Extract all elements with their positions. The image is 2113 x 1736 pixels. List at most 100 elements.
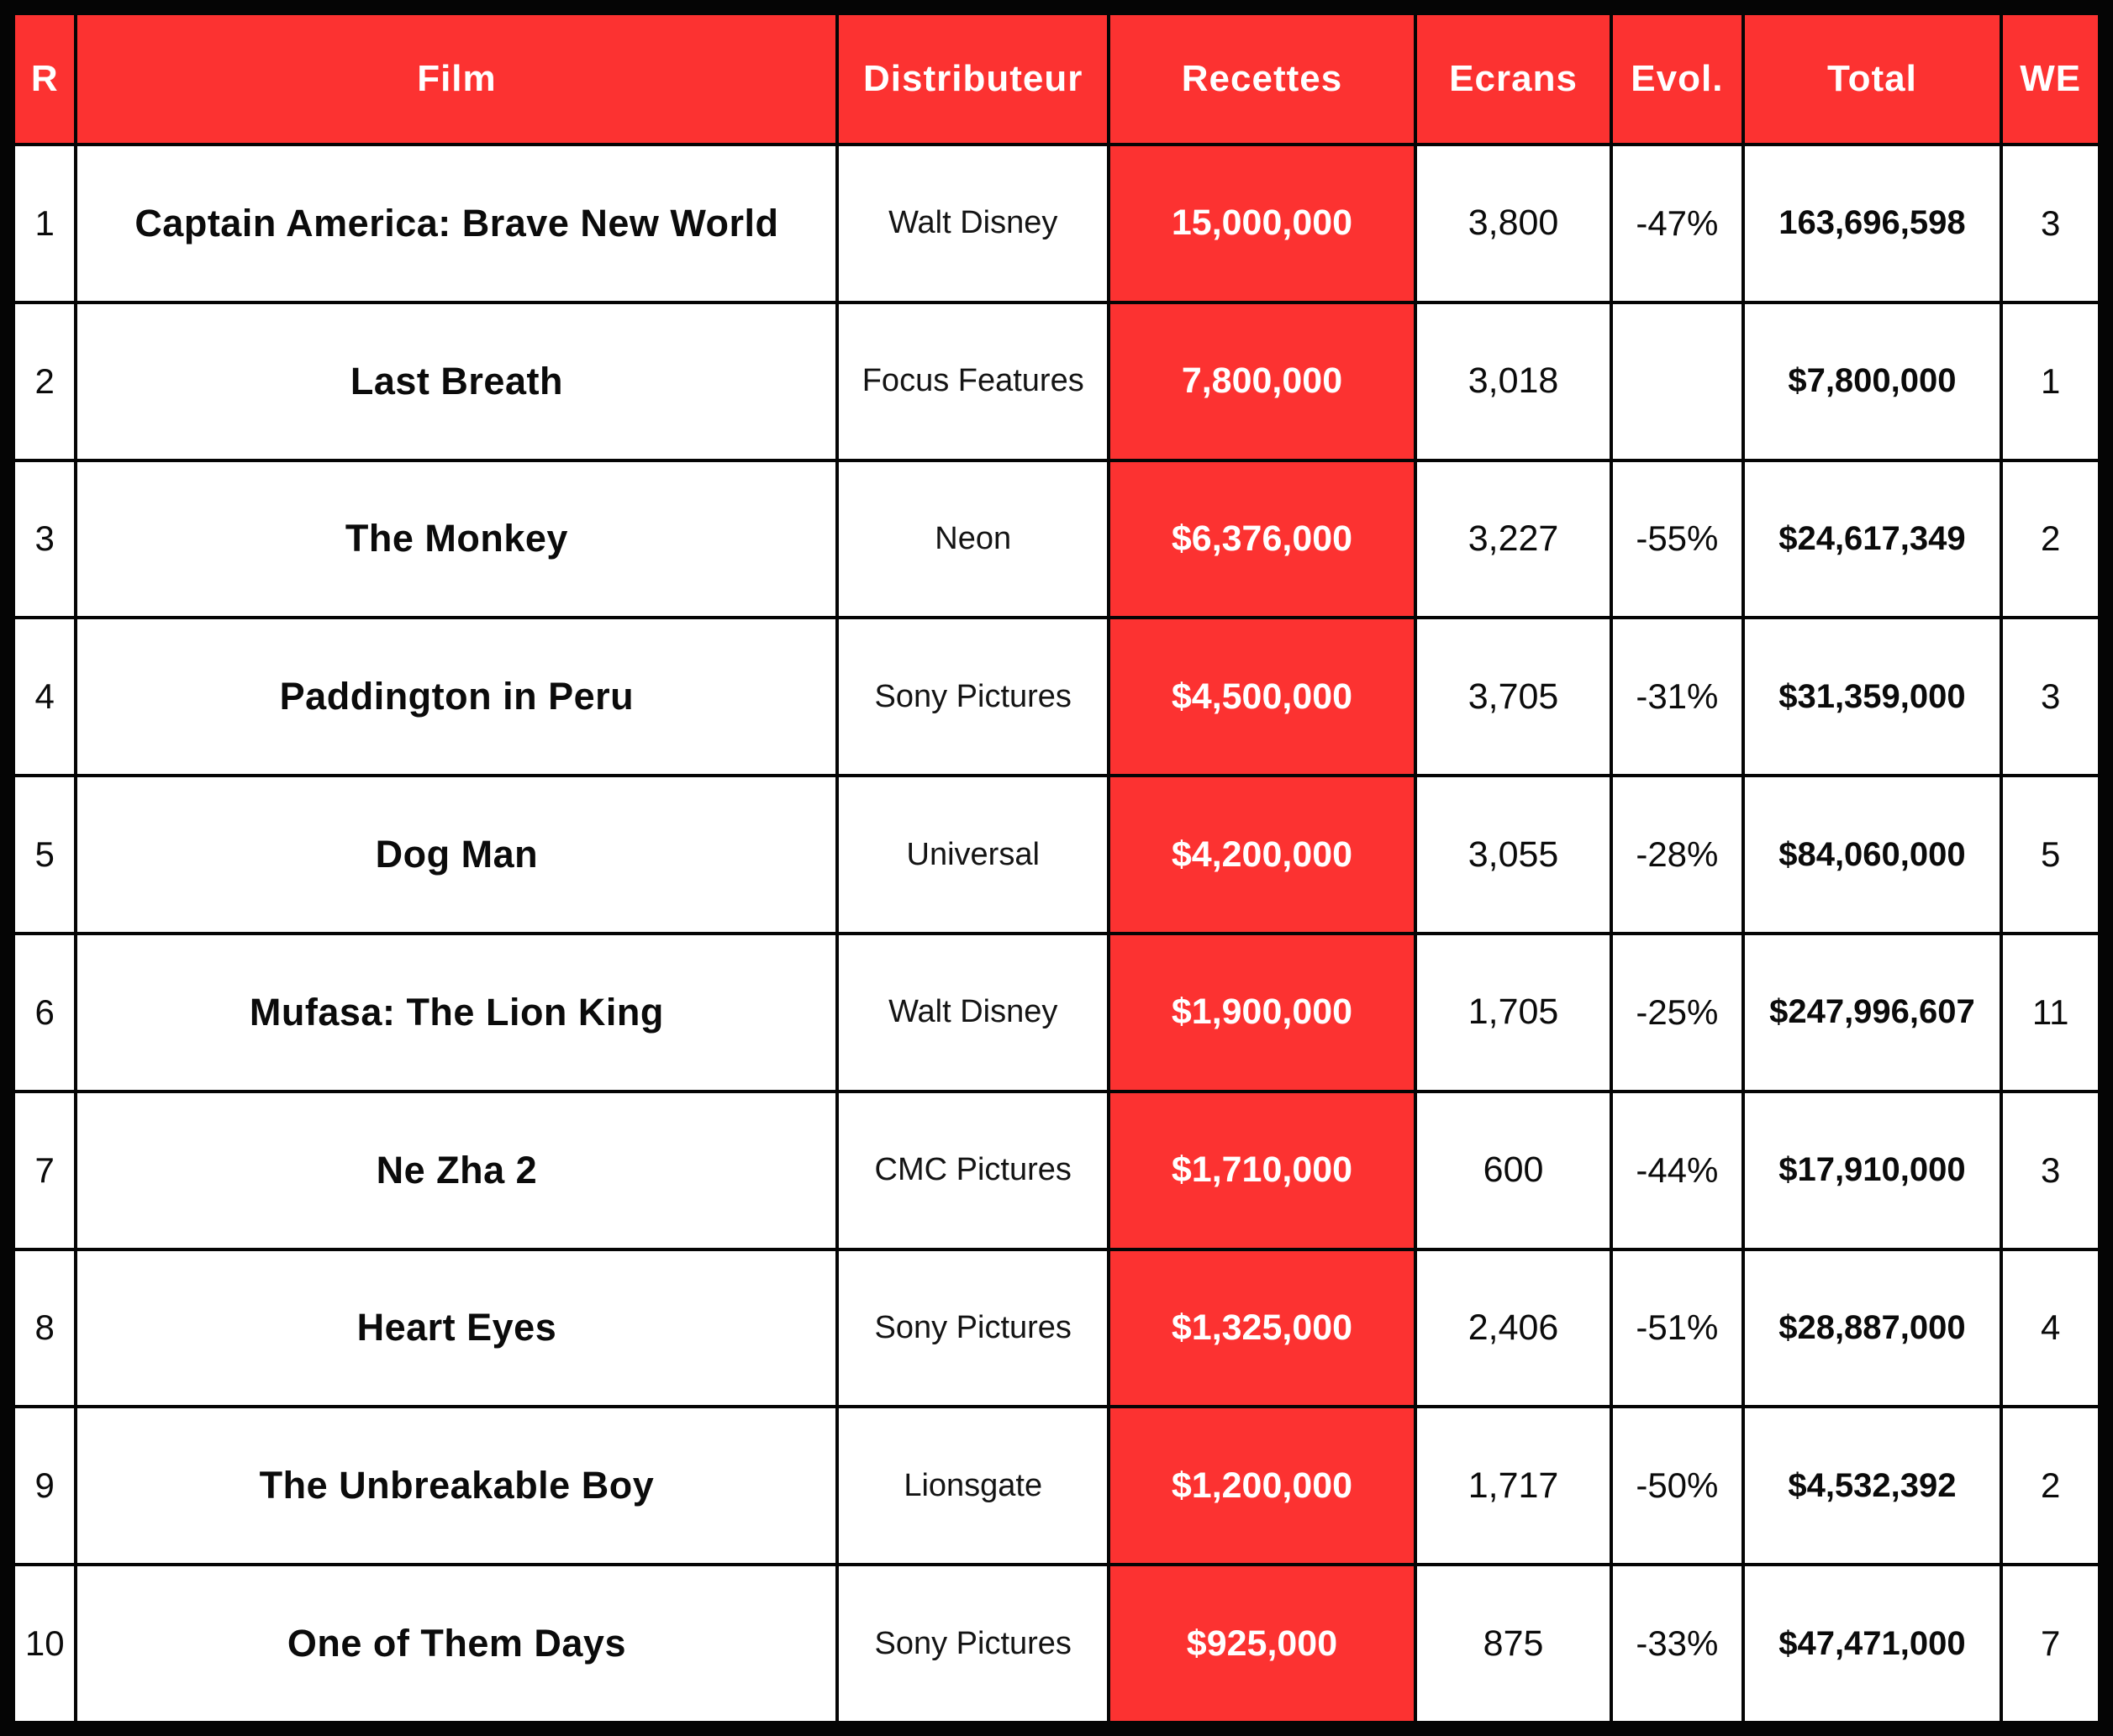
we-cell: 3 bbox=[2000, 616, 2101, 778]
film-cell: Mufasa: The Lion King bbox=[74, 931, 840, 1093]
rank-cell: 10 bbox=[11, 1563, 78, 1724]
distributor-cell: Walt Disney bbox=[835, 931, 1111, 1093]
we-cell: 3 bbox=[2000, 1089, 2101, 1251]
evol-cell: -55% bbox=[1610, 458, 1745, 620]
film-cell: Heart Eyes bbox=[74, 1247, 840, 1409]
recettes-cell: 7,800,000 bbox=[1107, 300, 1417, 462]
evol-cell: -47% bbox=[1610, 143, 1745, 304]
recettes-cell: $1,200,000 bbox=[1107, 1405, 1417, 1567]
box-office-table: R Film Distributeur Recettes Ecrans Evol… bbox=[11, 12, 2101, 1724]
we-cell: 3 bbox=[2000, 143, 2101, 304]
header-evol: Evol. bbox=[1610, 12, 1745, 146]
we-cell: 5 bbox=[2000, 774, 2101, 935]
film-cell: Captain America: Brave New World bbox=[74, 143, 840, 304]
we-cell: 4 bbox=[2000, 1247, 2101, 1409]
header-rank: R bbox=[11, 12, 78, 146]
evol-cell: -51% bbox=[1610, 1247, 1745, 1409]
we-cell: 2 bbox=[2000, 1405, 2101, 1567]
table-row: 8 Heart Eyes Sony Pictures $1,325,000 2,… bbox=[11, 1247, 2101, 1409]
header-we: WE bbox=[2000, 12, 2101, 146]
header-recettes: Recettes bbox=[1107, 12, 1417, 146]
table-row: 3 The Monkey Neon $6,376,000 3,227 -55% … bbox=[11, 458, 2101, 620]
film-cell: Last Breath bbox=[74, 300, 840, 462]
distributor-cell: Sony Pictures bbox=[835, 1563, 1111, 1724]
total-cell: $17,910,000 bbox=[1741, 1089, 2004, 1251]
recettes-cell: $4,200,000 bbox=[1107, 774, 1417, 935]
recettes-cell: $4,500,000 bbox=[1107, 616, 1417, 778]
header-row: R Film Distributeur Recettes Ecrans Evol… bbox=[11, 12, 2101, 146]
evol-cell: -50% bbox=[1610, 1405, 1745, 1567]
total-cell: $28,887,000 bbox=[1741, 1247, 2004, 1409]
table-row: 2 Last Breath Focus Features 7,800,000 3… bbox=[11, 300, 2101, 462]
table-row: 5 Dog Man Universal $4,200,000 3,055 -28… bbox=[11, 774, 2101, 935]
ecrans-cell: 3,227 bbox=[1413, 458, 1614, 620]
total-cell: $84,060,000 bbox=[1741, 774, 2004, 935]
recettes-cell: $6,376,000 bbox=[1107, 458, 1417, 620]
ecrans-cell: 1,705 bbox=[1413, 931, 1614, 1093]
recettes-cell: $925,000 bbox=[1107, 1563, 1417, 1724]
total-cell: $7,800,000 bbox=[1741, 300, 2004, 462]
table-row: 1 Captain America: Brave New World Walt … bbox=[11, 143, 2101, 304]
distributor-cell: Focus Features bbox=[835, 300, 1111, 462]
ecrans-cell: 3,018 bbox=[1413, 300, 1614, 462]
distributor-cell: CMC Pictures bbox=[835, 1089, 1111, 1251]
film-cell: One of Them Days bbox=[74, 1563, 840, 1724]
evol-cell: -28% bbox=[1610, 774, 1745, 935]
ecrans-cell: 1,717 bbox=[1413, 1405, 1614, 1567]
rank-cell: 4 bbox=[11, 616, 78, 778]
recettes-cell: $1,325,000 bbox=[1107, 1247, 1417, 1409]
rank-cell: 6 bbox=[11, 931, 78, 1093]
rank-cell: 3 bbox=[11, 458, 78, 620]
header-ecrans: Ecrans bbox=[1413, 12, 1614, 146]
rank-cell: 8 bbox=[11, 1247, 78, 1409]
header-film: Film bbox=[74, 12, 840, 146]
rank-cell: 9 bbox=[11, 1405, 78, 1567]
rank-cell: 2 bbox=[11, 300, 78, 462]
recettes-cell: $1,710,000 bbox=[1107, 1089, 1417, 1251]
distributor-cell: Sony Pictures bbox=[835, 616, 1111, 778]
ecrans-cell: 3,055 bbox=[1413, 774, 1614, 935]
evol-cell: -25% bbox=[1610, 931, 1745, 1093]
total-cell: $47,471,000 bbox=[1741, 1563, 2004, 1724]
header-distributor: Distributeur bbox=[835, 12, 1111, 146]
evol-cell: -33% bbox=[1610, 1563, 1745, 1724]
rank-cell: 5 bbox=[11, 774, 78, 935]
distributor-cell: Sony Pictures bbox=[835, 1247, 1111, 1409]
evol-cell: -44% bbox=[1610, 1089, 1745, 1251]
ecrans-cell: 600 bbox=[1413, 1089, 1614, 1251]
total-cell: $4,532,392 bbox=[1741, 1405, 2004, 1567]
table-body: 1 Captain America: Brave New World Walt … bbox=[11, 143, 2101, 1724]
ecrans-cell: 3,800 bbox=[1413, 143, 1614, 304]
header-total: Total bbox=[1741, 12, 2004, 146]
we-cell: 2 bbox=[2000, 458, 2101, 620]
total-cell: 163,696,598 bbox=[1741, 143, 2004, 304]
distributor-cell: Walt Disney bbox=[835, 143, 1111, 304]
we-cell: 7 bbox=[2000, 1563, 2101, 1724]
table-row: 6 Mufasa: The Lion King Walt Disney $1,9… bbox=[11, 931, 2101, 1093]
film-cell: Paddington in Peru bbox=[74, 616, 840, 778]
recettes-cell: 15,000,000 bbox=[1107, 143, 1417, 304]
table-row: 9 The Unbreakable Boy Lionsgate $1,200,0… bbox=[11, 1405, 2101, 1567]
table-row: 4 Paddington in Peru Sony Pictures $4,50… bbox=[11, 616, 2101, 778]
ecrans-cell: 3,705 bbox=[1413, 616, 1614, 778]
distributor-cell: Universal bbox=[835, 774, 1111, 935]
we-cell: 1 bbox=[2000, 300, 2101, 462]
evol-cell bbox=[1610, 300, 1745, 462]
ecrans-cell: 2,406 bbox=[1413, 1247, 1614, 1409]
table-row: 7 Ne Zha 2 CMC Pictures $1,710,000 600 -… bbox=[11, 1089, 2101, 1251]
ecrans-cell: 875 bbox=[1413, 1563, 1614, 1724]
film-cell: The Monkey bbox=[74, 458, 840, 620]
total-cell: $31,359,000 bbox=[1741, 616, 2004, 778]
rank-cell: 7 bbox=[11, 1089, 78, 1251]
film-cell: The Unbreakable Boy bbox=[74, 1405, 840, 1567]
rank-cell: 1 bbox=[11, 143, 78, 304]
film-cell: Ne Zha 2 bbox=[74, 1089, 840, 1251]
recettes-cell: $1,900,000 bbox=[1107, 931, 1417, 1093]
table-header: R Film Distributeur Recettes Ecrans Evol… bbox=[11, 12, 2101, 146]
we-cell: 11 bbox=[2000, 931, 2101, 1093]
total-cell: $247,996,607 bbox=[1741, 931, 2004, 1093]
distributor-cell: Lionsgate bbox=[835, 1405, 1111, 1567]
table-row: 10 One of Them Days Sony Pictures $925,0… bbox=[11, 1563, 2101, 1724]
distributor-cell: Neon bbox=[835, 458, 1111, 620]
